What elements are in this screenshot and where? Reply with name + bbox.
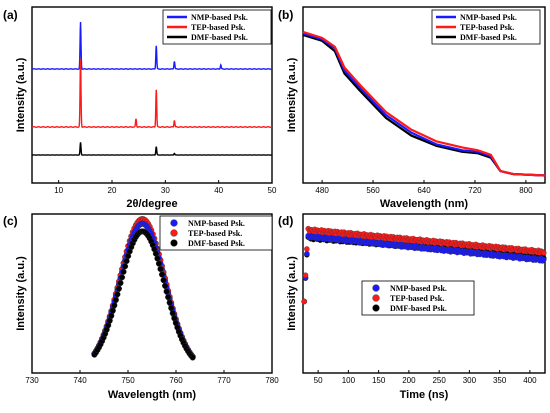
panel-d-xlabel: Time (ns) (400, 389, 449, 401)
panel-c-legend-entry: DMF-based Psk. (188, 239, 245, 248)
panel-c-data-point (168, 305, 175, 312)
panel-d-legend-marker (372, 304, 380, 312)
panel-c-data-point (123, 258, 130, 265)
panel-c-data-point (115, 285, 122, 292)
panel-d-legend-entry: DMF-based Psk. (390, 304, 447, 313)
panel-d-frame (302, 213, 546, 374)
panel-c-data-point (109, 307, 116, 314)
panel-a-frame (31, 6, 273, 184)
panel-c-data-point (111, 302, 118, 309)
panel-a-xtick-label: 50 (268, 186, 277, 195)
panel-c-legend-marker (170, 219, 178, 227)
panel-d-legend-marker (372, 284, 380, 292)
panel-c-frame (31, 213, 273, 374)
panel-a-xlabel: 2θ/degree (126, 198, 177, 210)
panel-b-xtick-label: 720 (468, 186, 482, 195)
panel-c-legend-marker (170, 239, 178, 247)
panel-d-xtick-label: 400 (523, 376, 537, 385)
panel-d-legend-entry: TEP-based Psk. (390, 294, 444, 303)
panel-d-ylabel: Intensity (a.u.) (286, 256, 298, 331)
panel-b-xlabel: Wavelength (nm) (380, 198, 469, 210)
panel-c-data-point (169, 310, 176, 317)
panel-b-series-line (302, 30, 546, 177)
panel-a-label: (a) (3, 8, 18, 22)
panel-d-data-point (541, 250, 547, 256)
panel-c-xtick-label: 770 (217, 376, 231, 385)
panel-d-xtick-label: 250 (432, 376, 446, 385)
panel-c-data-point (120, 268, 127, 275)
panel-d-data-point (301, 298, 307, 305)
panel-c-data-point (163, 288, 170, 295)
panel-d-xtick-label: 300 (463, 376, 477, 385)
panel-a-ylabel: Intensity (a.u.) (15, 57, 27, 132)
panel-c-ylabel: Intensity (a.u.) (15, 256, 27, 331)
panel-a-legend-entry: TEP-based Psk. (191, 23, 245, 32)
panel-d-xtick-label: 150 (372, 376, 386, 385)
panel-c-xtick-label: 760 (169, 376, 183, 385)
panel-c-label: (c) (3, 214, 18, 228)
panel-c-data-point (189, 354, 196, 361)
panel-c-data-point (122, 263, 129, 270)
panel-a-series-line (31, 22, 273, 70)
panel-c-data-point (162, 282, 169, 289)
panel-a-xtick-label: 30 (161, 186, 170, 195)
panel-b-legend-entry: TEP-based Psk. (460, 23, 514, 32)
panel-c-data-point (154, 255, 161, 262)
panel-b-xtick-label: 560 (366, 186, 380, 195)
panel-d-legend (361, 280, 475, 316)
panel-d-legend-marker (372, 294, 380, 302)
panel-d-data-point (302, 272, 309, 278)
panel-c-data-point (160, 277, 167, 284)
panel-d-data-point (541, 256, 547, 263)
panel-a-xtick-label: 10 (54, 186, 63, 195)
panel-d-xtick-label: 50 (314, 376, 323, 385)
panel-c-data-point (119, 274, 126, 281)
panel-c-data-point (165, 294, 172, 301)
panel-c-legend-entry: NMP-based Psk. (188, 219, 245, 228)
panel-a-legend-entry: DMF-based Psk. (191, 33, 248, 42)
panel-b-xtick-label: 640 (417, 186, 431, 195)
panel-c-xtick-label: 740 (73, 376, 87, 385)
panel-d-data-point (304, 250, 310, 257)
panel-d-xtick-label: 100 (342, 376, 356, 385)
panel-a-series-line (31, 58, 273, 128)
panel-a-series-line (31, 142, 273, 156)
panel-c-data-point (166, 299, 173, 306)
panel-b-label: (b) (278, 8, 293, 22)
panel-c-data-point (158, 271, 165, 278)
panel-b-ylabel: Intensity (a.u.) (286, 57, 298, 132)
panel-c-legend-entry: TEP-based Psk. (188, 229, 242, 238)
panel-c-xtick-label: 780 (265, 376, 279, 385)
panel-c-data-point (155, 260, 162, 267)
panel-a-xtick-label: 40 (214, 186, 223, 195)
panel-c-xlabel: Wavelength (nm) (108, 389, 197, 401)
panel-a-xtick-label: 20 (108, 186, 117, 195)
panel-b-legend-entry: DMF-based Psk. (460, 33, 517, 42)
panel-d-data-point (304, 246, 310, 252)
panel-d-legend-entry: NMP-based Psk. (390, 284, 447, 293)
panel-d-xtick-label: 350 (493, 376, 507, 385)
panel-c-legend (159, 215, 273, 251)
panel-a-legend-entry: NMP-based Psk. (191, 13, 248, 22)
panel-c-data-point (157, 266, 164, 273)
panel-c-data-point (114, 291, 121, 298)
panel-c-xtick-label: 730 (25, 376, 39, 385)
panel-b-legend-entry: NMP-based Psk. (460, 13, 517, 22)
panel-c-data-point (117, 279, 124, 286)
panel-c-xtick-label: 750 (121, 376, 135, 385)
panel-d-xtick-label: 200 (402, 376, 416, 385)
panel-b-xtick-label: 480 (315, 186, 329, 195)
panel-c-legend-marker (170, 229, 178, 237)
panel-c-data-point (108, 312, 115, 319)
panel-d-label: (d) (278, 214, 293, 228)
panel-b-xtick-label: 800 (519, 186, 533, 195)
panel-c-data-point (112, 296, 119, 303)
